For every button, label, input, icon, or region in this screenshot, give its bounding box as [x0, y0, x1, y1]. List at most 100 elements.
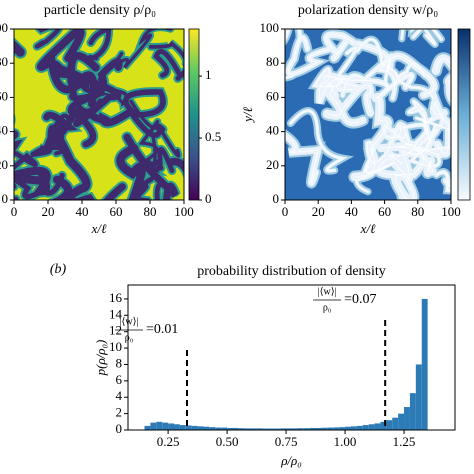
- field-stroke: [86, 29, 112, 61]
- field-stroke: [149, 147, 175, 173]
- histogram-bar: [350, 426, 357, 430]
- streamline: [401, 29, 436, 45]
- y-tick-label: 100: [0, 20, 8, 35]
- histogram-bar: [339, 427, 346, 430]
- histogram-bar: [174, 424, 180, 430]
- field-stroke: [153, 49, 184, 81]
- histogram-bar: [191, 425, 198, 430]
- annotation-value: =0.01: [146, 322, 178, 337]
- x-tick-label: 100: [174, 204, 194, 219]
- x-axis-label: x/ℓ: [360, 221, 376, 236]
- field-stroke: [73, 76, 122, 148]
- annotation-value: =0.07: [344, 292, 376, 307]
- x-tick-label: 0.75: [275, 434, 298, 449]
- histogram-bar: [197, 426, 204, 430]
- histogram-bar: [280, 428, 287, 430]
- x-tick-label: 100: [441, 204, 461, 219]
- chart-title: particle density ρ/ρ₀: [44, 3, 156, 18]
- histogram-bar: [238, 428, 245, 430]
- y-tick-label: 14: [109, 306, 123, 321]
- histogram-bar: [315, 427, 322, 430]
- colorbar-tick-label: 0: [205, 191, 212, 206]
- streamline: [417, 112, 443, 148]
- streamline: [383, 124, 406, 153]
- histogram-bar: [144, 425, 151, 430]
- panel-label: (b): [50, 262, 67, 277]
- streamline: [415, 117, 451, 151]
- x-tick-label: 0: [282, 204, 289, 219]
- x-axis-label: x/ℓ: [91, 221, 107, 236]
- streamline: [290, 110, 344, 172]
- colorbar-tick-label: 1: [205, 67, 212, 82]
- colorbar: [457, 28, 471, 201]
- histogram-bar: [345, 426, 351, 430]
- y-tick-label: 6: [116, 372, 123, 387]
- histogram-bar: [286, 428, 292, 430]
- histogram-bar: [368, 424, 375, 430]
- x-tick-label: 0: [11, 204, 18, 219]
- streamline: [354, 96, 388, 178]
- x-tick-label: 40: [345, 204, 358, 219]
- x-tick-label: 60: [110, 204, 123, 219]
- x-tick-label: 0.50: [216, 434, 239, 449]
- histogram-bar: [232, 427, 239, 430]
- annotation-numerator: |⟨w⟩|: [119, 316, 138, 327]
- histogram-bar: [297, 428, 304, 430]
- x-tick-label: 1.25: [393, 434, 416, 449]
- annotation-numerator: |⟨w⟩|: [318, 286, 337, 297]
- colorbar: [188, 28, 200, 201]
- x-tick-label: 0.25: [157, 434, 180, 449]
- annotation-denominator: ρ₀: [323, 302, 332, 313]
- field-texture: [14, 29, 184, 200]
- streamline: [356, 39, 398, 88]
- y-tick-label: 0: [116, 421, 123, 436]
- streamline: [336, 74, 413, 98]
- streamline: [408, 100, 431, 140]
- histogram-bar: [327, 427, 334, 430]
- histogram-bar: [268, 428, 275, 430]
- histogram-bar: [162, 422, 169, 430]
- histogram-bar: [221, 427, 228, 430]
- y-tick-label: 20: [266, 157, 279, 172]
- y-axis-label: y/ℓ: [240, 107, 255, 124]
- field-stroke: [116, 144, 147, 200]
- field-stroke: [34, 29, 62, 49]
- y-tick-label: 40: [266, 123, 279, 138]
- histogram-bar: [274, 428, 281, 430]
- y-tick-label: 8: [116, 355, 123, 370]
- streamline: [388, 124, 428, 157]
- x-tick-label: 20: [312, 204, 325, 219]
- histogram-bar: [321, 427, 328, 430]
- y-axis-label: p(ρ/ρ₀): [93, 340, 108, 377]
- field-stroke: [67, 58, 123, 120]
- field-stroke: [128, 183, 149, 200]
- field-stroke: [129, 99, 181, 158]
- plot-frame: [284, 28, 452, 201]
- x-tick-label: 80: [411, 204, 424, 219]
- streamline: [314, 47, 357, 87]
- streamline: [326, 34, 354, 59]
- field-stroke: [43, 111, 78, 149]
- histogram-bar: [185, 425, 192, 430]
- histogram-bar: [380, 421, 387, 430]
- histogram-bar: [392, 417, 399, 430]
- field-stroke: [14, 166, 51, 196]
- histogram-bar: [150, 422, 157, 430]
- field-stroke: [131, 176, 178, 200]
- histogram-bar: [404, 407, 410, 430]
- y-tick-label: 80: [266, 54, 279, 69]
- histogram-bar: [333, 427, 340, 430]
- y-tick-label: 60: [0, 88, 8, 103]
- x-tick-label: 60: [378, 204, 391, 219]
- y-tick-label: 0: [273, 191, 280, 206]
- histogram-bar: [356, 425, 363, 430]
- y-tick-label: 40: [0, 123, 8, 138]
- streamline: [285, 134, 319, 184]
- y-tick-label: 60: [266, 88, 279, 103]
- field-stroke: [138, 119, 160, 166]
- field-stroke: [37, 29, 85, 94]
- histogram-bar: [209, 427, 216, 430]
- histogram-bar: [168, 423, 175, 430]
- x-tick-label: 1.00: [334, 434, 357, 449]
